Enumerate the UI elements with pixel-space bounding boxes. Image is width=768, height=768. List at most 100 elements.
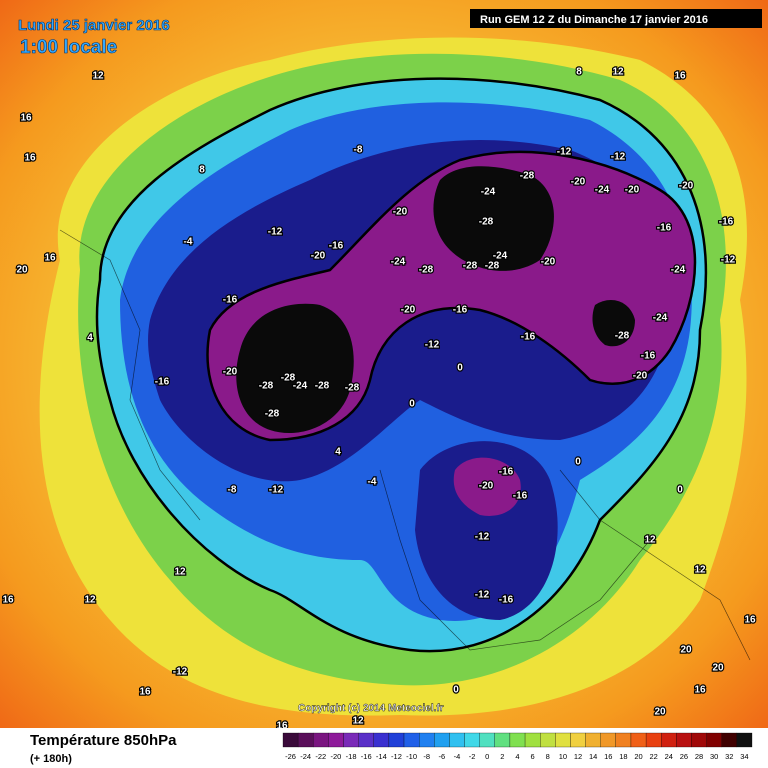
contour-labels: 12161620168-8-20-12-16-20-4-16-20-28-28-… [1,65,757,732]
scale-label: -4 [454,752,461,761]
contour-label: 16 [674,71,686,82]
contour-label: -28 [259,381,274,392]
color-swatch [615,732,632,748]
contour-label: 12 [174,567,186,578]
color-swatch [645,732,662,748]
scale-label: 28 [695,752,703,761]
contour-label: -24 [653,313,668,324]
scale-label: 34 [740,752,748,761]
scale-label: 16 [604,752,612,761]
contour-label: -16 [453,305,468,316]
contour-label: 12 [92,71,104,82]
color-swatch [736,732,753,748]
contour-label: 20 [680,645,692,656]
contour-label: -16 [499,595,514,606]
contour-label: 12 [84,595,96,606]
scale-label: -18 [346,752,357,761]
scale-label: -16 [361,752,372,761]
color-scale: -26 -24 -22 -20 -18 -16 -14 -12 -10 -8 -6 -4 -2 0 2 4 6 8… [282,732,753,761]
run-box [470,9,762,28]
field-title: Température 850hPa [30,732,177,749]
contour-label: -20 [541,257,556,268]
scale-label: 2 [500,752,504,761]
contour-label: -20 [393,207,408,218]
color-swatch [540,732,556,748]
color-swatch [373,732,390,748]
color-swatch [328,732,344,748]
zone-black [236,303,354,434]
contour-label: 0 [677,485,683,496]
contour-label: -16 [499,467,514,478]
contour-label: 16 [139,687,151,698]
color-swatch [585,732,601,748]
scale-label: -10 [406,752,417,761]
scale-label: 12 [574,752,582,761]
color-swatch [403,732,420,748]
contour-label: -20 [679,181,694,192]
color-swatch [509,732,526,748]
color-swatch [661,732,677,748]
contour-label: -16 [513,491,528,502]
contour-label: 8 [199,165,205,176]
contour-label: -24 [391,257,406,268]
contour-label: -20 [479,481,494,492]
contour-label: 12 [352,716,364,727]
contour-label: -8 [228,485,237,496]
scale-label: 24 [665,752,673,761]
contour-label: -12 [173,667,188,678]
contour-label: 16 [44,253,56,264]
color-swatch [600,732,616,748]
contour-label: 12 [612,67,624,78]
contour-label: -12 [611,152,626,163]
contour-label: 0 [409,399,415,410]
color-swatch [676,732,692,748]
contour-label: -24 [293,381,308,392]
scale-label: 20 [634,752,642,761]
scale-label: 14 [589,752,597,761]
scale-label: -8 [423,752,430,761]
contour-label: -16 [719,217,734,228]
scale-label: 8 [546,752,550,761]
contour-lines [95,77,708,653]
scale-label: 26 [680,752,688,761]
scale-label: 6 [531,752,535,761]
scale-label: -24 [300,752,311,761]
contour-label: 4 [87,333,93,344]
contour-label: 0 [575,457,581,468]
color-swatch [691,732,707,748]
scale-label: 22 [649,752,657,761]
color-swatch [313,732,329,748]
coastlines [59,229,751,661]
map-date: Lundi 25 janvier 2016 [18,17,170,34]
contour-label: -8 [354,145,363,156]
contour-label: -28 [265,409,280,420]
color-swatch [449,732,465,748]
color-swatch [570,732,586,748]
contour-label: -12 [475,532,490,543]
contour-label: 16 [24,153,36,164]
color-swatch [297,732,314,748]
contour-label: -16 [155,377,170,388]
scale-label: 4 [515,752,519,761]
color-swatch [464,732,480,748]
contour-label: 0 [453,685,459,696]
color-swatch [419,732,435,748]
contour-label: -16 [223,295,238,306]
contour-label: 16 [744,615,756,626]
contour-label: -16 [329,241,344,252]
contour-label: -20 [223,367,238,378]
color-swatch [721,732,738,748]
contour-label: -24 [481,187,496,198]
contour-label: -20 [625,185,640,196]
contour-label: 4 [335,447,341,458]
color-swatch [555,732,571,748]
scale-label: 0 [485,752,489,761]
contour-label: -28 [615,331,630,342]
contour-label: -28 [315,381,330,392]
contour-label: 12 [644,535,656,546]
contour-label: 20 [712,663,724,674]
map-time: 1:00 locale [20,37,117,58]
scale-label: 30 [710,752,718,761]
